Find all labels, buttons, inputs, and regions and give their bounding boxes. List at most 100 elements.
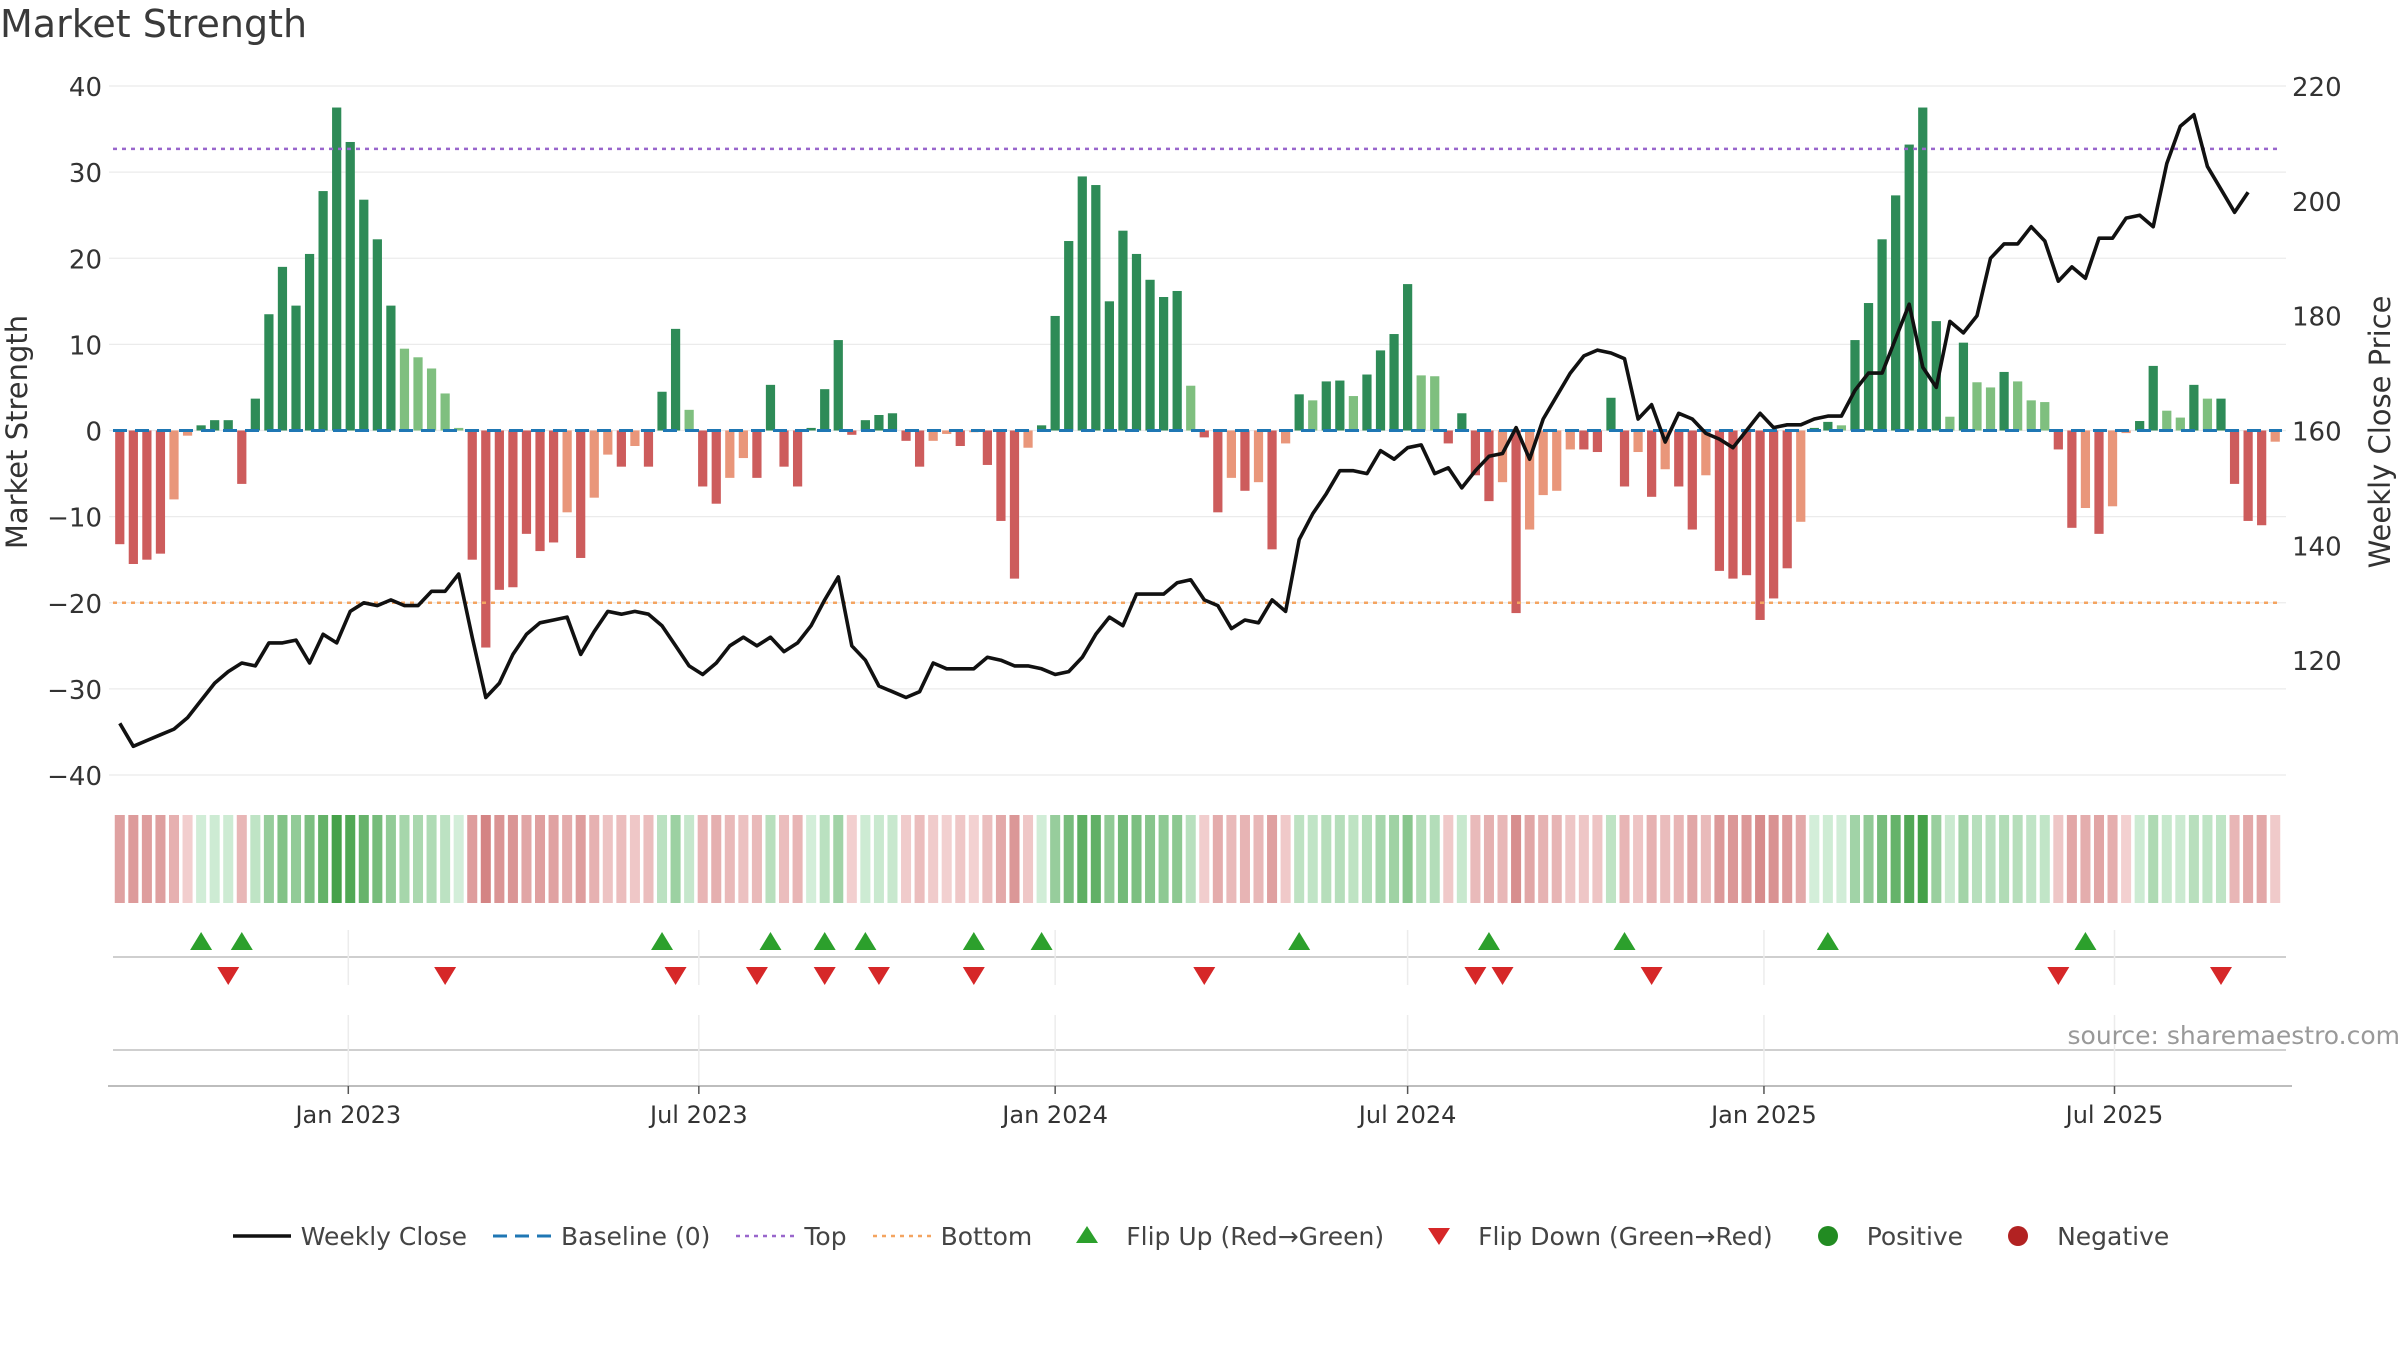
legend-label: Flip Down (Green→Red) bbox=[1478, 1221, 1773, 1251]
flip-up-marker bbox=[1816, 932, 1839, 950]
flip-up-marker bbox=[1613, 932, 1636, 950]
strength-bar bbox=[1064, 241, 1074, 431]
strip-cell bbox=[914, 815, 925, 903]
strip-cell bbox=[277, 815, 288, 903]
strip-cell bbox=[1226, 815, 1237, 903]
strip-cell bbox=[1727, 815, 1738, 903]
strip-cell bbox=[236, 815, 247, 903]
strength-bar bbox=[1660, 430, 1670, 470]
weekly-close-line bbox=[118, 112, 2250, 749]
strength-bar bbox=[874, 414, 884, 431]
legend-item: Positive bbox=[1797, 1221, 1963, 1251]
strength-bar bbox=[399, 348, 410, 431]
strip-cell bbox=[1050, 815, 1061, 903]
strength-bar bbox=[643, 430, 654, 467]
strength-bar bbox=[2162, 410, 2172, 431]
x-axis: Jan 2023 Jul 2023 Jan 2024 Jul 2024 Jan 2025… bbox=[108, 930, 2292, 1129]
strip-cell bbox=[1023, 815, 1034, 903]
legend-label: Top bbox=[804, 1221, 847, 1251]
strength-bar bbox=[1687, 430, 1697, 530]
strip-cell bbox=[1619, 815, 1630, 903]
strip-cell bbox=[2148, 815, 2159, 903]
strength-bar bbox=[576, 430, 586, 558]
strip-cell bbox=[1795, 815, 1806, 903]
flip-up-marker bbox=[1288, 932, 1311, 950]
strip-cell bbox=[2121, 815, 2132, 903]
strength-bar bbox=[2216, 398, 2226, 431]
strength-bar bbox=[1023, 430, 1033, 448]
strength-bar bbox=[2257, 430, 2267, 526]
strip-cell bbox=[2012, 815, 2023, 903]
strip-cell bbox=[1009, 815, 1020, 903]
strip-cell bbox=[589, 815, 600, 903]
strip-cell bbox=[1890, 815, 1901, 903]
strength-bar bbox=[1755, 430, 1765, 620]
strength-bar bbox=[847, 430, 857, 435]
strength-bar bbox=[2026, 400, 2036, 431]
strength-bar bbox=[2053, 430, 2063, 450]
strength-bar bbox=[1958, 342, 1969, 431]
strength-bar bbox=[548, 430, 559, 543]
strength-bar bbox=[1186, 385, 1196, 431]
circle-red-icon bbox=[2008, 1226, 2029, 1246]
strip-cell bbox=[1605, 815, 1616, 903]
flip-down-marker bbox=[867, 967, 890, 985]
left-tick-label: 0 bbox=[85, 418, 102, 448]
strength-bar bbox=[304, 253, 315, 431]
legend-item: Top bbox=[734, 1221, 847, 1251]
strength-bar bbox=[725, 430, 735, 478]
strength-bar bbox=[820, 389, 830, 431]
strength-bar bbox=[1891, 195, 1901, 431]
strength-bar bbox=[1294, 394, 1304, 431]
strip-cell bbox=[1239, 815, 1250, 903]
strip-cell bbox=[2175, 815, 2186, 903]
legend-label: Bottom bbox=[940, 1221, 1033, 1251]
strip-cell bbox=[1822, 815, 1833, 903]
strength-bar bbox=[1863, 303, 1874, 431]
strength-bar bbox=[1674, 430, 1684, 487]
flip-up-marker bbox=[230, 932, 253, 950]
strip-cell bbox=[711, 815, 722, 903]
strength-bar bbox=[128, 430, 138, 564]
strip-cell bbox=[684, 815, 695, 903]
strip-cell bbox=[779, 815, 790, 903]
legend-label: Positive bbox=[1866, 1221, 1964, 1251]
strip-cell bbox=[1294, 815, 1305, 903]
strength-bar bbox=[657, 391, 667, 431]
flip-up-marker bbox=[190, 932, 213, 950]
strength-bar bbox=[2094, 430, 2104, 534]
strength-heat-strip bbox=[114, 815, 2281, 903]
flip-down-marker bbox=[664, 967, 687, 985]
strip-cell bbox=[955, 815, 966, 903]
strip-cell bbox=[860, 815, 871, 903]
strip-cell bbox=[1687, 815, 1698, 903]
strength-bar bbox=[2040, 402, 2050, 431]
strip-cell bbox=[1334, 815, 1345, 903]
reference-lines bbox=[113, 147, 2282, 604]
strength-bar bbox=[2067, 430, 2077, 528]
strip-cell bbox=[751, 815, 762, 903]
strip-cell bbox=[1999, 815, 2010, 903]
strength-bar bbox=[1104, 301, 1114, 431]
strength-bar bbox=[711, 430, 721, 504]
strength-bar bbox=[982, 430, 992, 465]
strip-cell bbox=[873, 815, 884, 903]
strip-cell bbox=[1497, 815, 1508, 903]
legend-label: Flip Up (Red→Green) bbox=[1126, 1221, 1385, 1251]
strength-bar bbox=[1701, 430, 1711, 476]
strip-cell bbox=[1402, 815, 1413, 903]
strength-bar bbox=[670, 328, 681, 431]
strength-bar bbox=[1443, 430, 1453, 444]
strip-cell bbox=[2215, 815, 2227, 903]
strength-bar bbox=[1714, 430, 1725, 571]
strip-cell bbox=[1145, 815, 1156, 903]
legend-item: Negative bbox=[1987, 1221, 2169, 1251]
strength-bar bbox=[1118, 230, 1128, 431]
flip-down-marker bbox=[2047, 967, 2070, 985]
left-tick-label: 20 bbox=[69, 245, 102, 275]
strip-cell bbox=[1416, 815, 1427, 903]
strip-cell bbox=[2202, 815, 2213, 903]
strength-bar bbox=[1470, 430, 1481, 476]
strip-cell bbox=[535, 815, 546, 903]
strip-cell bbox=[1849, 815, 1860, 903]
